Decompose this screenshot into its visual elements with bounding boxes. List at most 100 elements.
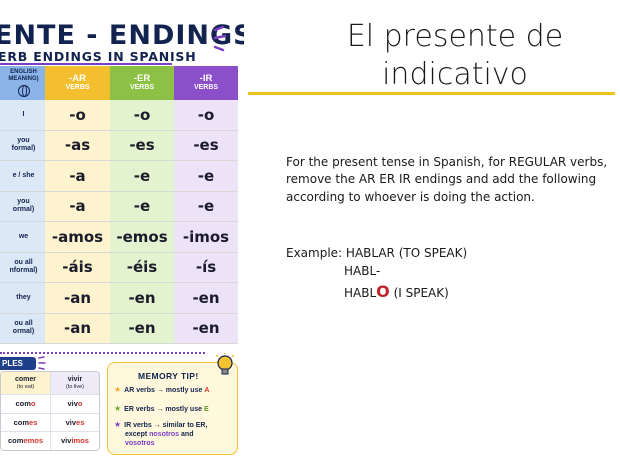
ir-ending: -e (197, 166, 215, 185)
er-ending: -en (128, 288, 156, 307)
memory-tip-box: MEMORY TIP! ★ AR verbs → mostly use A ★ ER… (107, 353, 238, 455)
pronoun-cell: e / she (0, 161, 45, 191)
memory-tip-title: MEMORY TIP! (138, 371, 199, 381)
example-stem: com (15, 399, 31, 409)
example-stem: com (7, 436, 24, 446)
star-icon: ★ (114, 385, 122, 394)
endings-row: e / she -a -e -e (0, 161, 238, 192)
ar-ending: -a (69, 197, 86, 216)
er-ending-cell: -o (110, 100, 174, 130)
tip-ar-text: AR verbs → mostly use (124, 387, 205, 394)
ar-ending: -as (64, 136, 91, 155)
ir-ending: -es (193, 136, 219, 155)
example-ending: o (77, 399, 83, 409)
ir-ending-cell: -o (174, 100, 238, 130)
example-ending: O (376, 282, 390, 301)
tip-ir-and: and (179, 430, 194, 438)
ar-ending: -amos (51, 227, 104, 246)
star-icon: ★ (114, 404, 122, 413)
star-icon: ★ (114, 420, 122, 429)
pronoun-cell: ou all ormal) (0, 313, 45, 343)
example-verb-comer: comer (to eat) (1, 372, 50, 394)
header-ar-label: -AR (69, 72, 86, 84)
example-ending: emos (23, 436, 43, 446)
example-conjugation: com es (1, 414, 50, 432)
tip-ir-line2: except (125, 430, 150, 438)
example-conjugation: com o (1, 395, 50, 413)
example-conjugation: viv imos (50, 432, 99, 450)
ir-ending-cell: -en (174, 313, 238, 343)
example-verb-meaning: (to eat) (16, 383, 35, 390)
ar-ending-cell: -an (45, 313, 110, 343)
er-ending: -e (133, 166, 151, 185)
er-ending-cell: -en (110, 313, 174, 343)
header-pronoun-line1: ENGLISH (10, 69, 37, 76)
example-conjugation: viv es (50, 413, 99, 431)
endings-row: I -o -o -o (0, 100, 238, 131)
ar-ending-cell: -amos (45, 222, 110, 252)
pronoun-label: they (16, 293, 31, 301)
ir-ending-cell: -imos (174, 222, 238, 252)
er-ending-cell: -emos (110, 222, 174, 252)
ar-ending-cell: -a (45, 161, 110, 191)
pronoun-cell: you formal) (0, 130, 45, 160)
example-line2: HABL- (344, 264, 381, 278)
header-er-sub: VERBS (129, 84, 155, 92)
ir-ending: -o (197, 105, 215, 124)
ir-ending: -en (192, 319, 220, 338)
ir-ending-cell: -es (174, 130, 238, 160)
header-pronoun-line2: MEANING) (8, 76, 39, 82)
verb-endings-infographic: ENTE - ENDINGS ERB ENDINGS IN SPANISH EN… (0, 0, 244, 465)
er-ending: -éis (126, 258, 158, 277)
endings-row: you ormal) -a -e -e (0, 191, 238, 222)
dotted-divider (0, 352, 205, 354)
tip-ir: ★ IR verbs → similar to ER, except nosotr… (114, 420, 236, 448)
example-verb-label: vivir (67, 376, 83, 384)
tip-er: ★ ER verbs → mostly use E (114, 404, 236, 415)
tip-er-text: ER verbs → mostly use (124, 406, 204, 413)
slide-title: El presente de indicativo (300, 18, 610, 93)
pronoun-cell: we (0, 222, 45, 252)
examples-header: comer (to eat) vivir (to live) (1, 372, 99, 394)
ar-ending-cell: -a (45, 191, 110, 221)
ir-ending-cell: -ís (174, 252, 238, 282)
ir-ending: -en (192, 288, 220, 307)
example-stem: com (13, 417, 30, 427)
endings-row: ou all ormal) -an -en -en (0, 313, 238, 344)
pronoun-label: we (18, 232, 29, 240)
infographic-subtitle: ERB ENDINGS IN SPANISH (0, 49, 197, 64)
ar-ending-cell: -o (45, 100, 110, 130)
slide-example: Example: HABLAR (TO SPEAK) HABL- HABLO (… (286, 244, 467, 304)
endings-row: ou all nformal) -áis -éis -ís (0, 252, 238, 283)
example-conjugation: com emos (1, 432, 50, 450)
ir-ending-cell: -en (174, 283, 238, 313)
er-ending: -e (133, 197, 151, 216)
endings-row: you formal) -as -es -es (0, 130, 238, 161)
squiggle-decoration-icon (213, 26, 227, 52)
ar-ending: -áis (62, 258, 93, 277)
example-line1: Example: HABLAR (TO SPEAK) (286, 246, 468, 260)
slide-body-text: For the present tense in Spanish, for RE… (286, 155, 608, 204)
pronoun-label: ou all (14, 320, 33, 328)
slide-title-line2: indicativo (382, 56, 528, 92)
examples-table: comer (to eat) vivir (to live) com o viv o c… (0, 371, 100, 451)
example-row: com o viv o (1, 394, 99, 413)
squiggle-decoration-icon (38, 356, 46, 370)
endings-table-header: ENGLISH MEANING) -AR VERBS -ER VERBS -IR VE… (0, 66, 238, 100)
ar-ending-cell: -as (45, 130, 110, 160)
title-rule (248, 92, 615, 95)
er-ending: -o (133, 105, 151, 124)
tip-ir-line1: IR verbs → similar to ER, (124, 422, 208, 429)
ir-ending-cell: -e (174, 191, 238, 221)
pronoun-label: formal) (11, 145, 36, 153)
endings-row: we -amos -emos -imos (0, 222, 238, 253)
pronoun-label: you (17, 137, 30, 145)
example-row: com emos viv imos (1, 431, 99, 450)
example-gloss: (I SPEAK) (389, 286, 449, 300)
globe-icon (17, 84, 30, 97)
endings-row: they -an -en -en (0, 283, 238, 314)
header-er: -ER VERBS (110, 66, 174, 100)
ir-ending: -imos (182, 227, 230, 246)
pronoun-label: ormal) (12, 206, 35, 214)
example-line3: HABLO (I SPEAK) (286, 280, 467, 304)
